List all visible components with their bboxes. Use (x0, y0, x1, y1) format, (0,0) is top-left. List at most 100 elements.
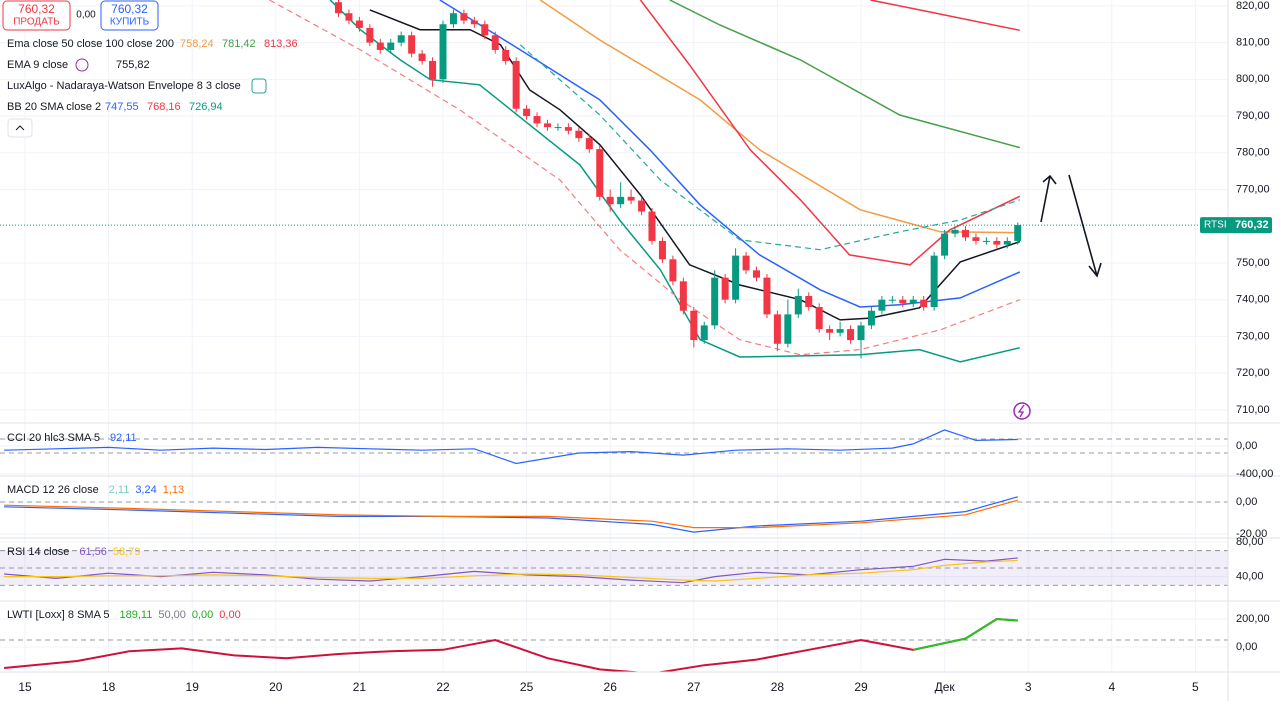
candle-body (993, 240, 1001, 245)
legend-value: 813,36 (264, 38, 298, 50)
line-segment-above (996, 618, 1018, 622)
labels: 15 18 19 20 21 22 25 26 27 28 29 Дек 3 4 5 820,00 810,00… (7, 0, 1273, 694)
candle-body (606, 196, 614, 205)
pane-legend-value: 2,11 (109, 484, 130, 496)
y-tick-label: 40,00 (1236, 571, 1264, 583)
candle-body (575, 130, 583, 139)
candle-body (554, 127, 562, 129)
y-tick-label: 730,00 (1236, 330, 1270, 342)
pane-title: RSI 14 close (7, 546, 69, 558)
x-tick-label: 19 (186, 680, 200, 694)
line-series (4, 559, 1018, 582)
candle-body (878, 299, 886, 311)
candle-body (679, 281, 687, 311)
x-tick-label: 26 (604, 680, 618, 694)
candle-body (366, 27, 374, 43)
x-tick-label: 21 (353, 680, 367, 694)
line-series (870, 0, 1020, 32)
candle-body (617, 196, 625, 205)
candle-body (460, 13, 468, 21)
y-tick-label: -20,00 (1236, 528, 1267, 540)
y-tick-label: 740,00 (1236, 294, 1270, 306)
sell-price: 760,32 (18, 2, 55, 16)
candle-body (930, 255, 938, 308)
legend-value: 758,24 (180, 38, 214, 50)
y-tick-label: 810,00 (1236, 37, 1270, 49)
pane-legend-value: 3,24 (135, 484, 156, 496)
y-tick-label: 780,00 (1236, 147, 1270, 159)
candle-body (805, 296, 813, 308)
candle-body (721, 277, 729, 300)
candle-body (847, 329, 855, 341)
pane-title: LWTI [Loxx] 8 SMA 5 (7, 609, 110, 621)
candle-body (1003, 240, 1011, 245)
sell-label: ПРОДАТЬ (13, 17, 60, 28)
pane-legend-value: 189,11 (120, 609, 153, 621)
line-series (369, 9, 1021, 321)
candle-body (376, 42, 384, 50)
candle-body (627, 196, 635, 201)
candle-body (544, 123, 551, 128)
candle-body (596, 149, 604, 197)
line-series (439, 0, 1021, 308)
x-tick-label: 20 (269, 680, 283, 694)
candle-body (962, 229, 969, 238)
x-tick-label: 4 (1108, 680, 1115, 694)
x-tick-label: 15 (18, 680, 32, 694)
candle-body (815, 307, 823, 330)
y-tick-label: 0,00 (1236, 496, 1257, 508)
line-series (4, 499, 1018, 529)
y-tick-label: 750,00 (1236, 257, 1270, 269)
pane-legend-value: 50,00 (158, 609, 186, 621)
candle-body (857, 325, 865, 341)
legend-value: 726,94 (189, 101, 223, 113)
legend-value: 755,82 (116, 59, 150, 71)
candle-body (753, 270, 760, 278)
legend-title: BB 20 SMA close 2 (7, 101, 101, 113)
grid (0, 0, 1228, 672)
y-tick-label: -400,00 (1236, 468, 1273, 480)
candle-body (397, 35, 405, 43)
candle-body (523, 108, 531, 117)
y-tick-label: 200,00 (1236, 613, 1270, 625)
candle-body (449, 13, 457, 25)
legend-title: LuxAlgo - Nadaraya-Watson Envelope 8 3 c… (7, 80, 241, 92)
legend-title: Ema close 50 close 100 close 200 (7, 38, 174, 50)
y-tick-label: 80,00 (1236, 536, 1264, 548)
candle-body (345, 13, 353, 21)
x-tick-label: Дек (935, 680, 956, 694)
legend-icon (251, 78, 267, 94)
x-tick-label: 5 (1192, 680, 1199, 694)
y-tick-label: 770,00 (1236, 183, 1270, 195)
x-tick-label: 3 (1025, 680, 1032, 694)
x-tick-label: 27 (687, 680, 701, 694)
y-tick-label: 720,00 (1236, 367, 1270, 379)
line-series (4, 429, 1018, 465)
pane-legend-value: 0,00 (219, 609, 240, 621)
candle-body (429, 60, 437, 80)
legend-title: EMA 9 close (7, 59, 68, 71)
sell-button[interactable]: 760,32 ПРОДАТЬ (2, 0, 71, 31)
annotations (1040, 174, 1102, 278)
candle-body (700, 325, 708, 341)
x-tick-label: 18 (102, 680, 116, 694)
alert-icon[interactable] (1013, 402, 1031, 420)
candle-body (355, 20, 363, 28)
buy-price: 760,32 (111, 2, 148, 16)
line-series (4, 557, 1018, 584)
candle-body (909, 299, 917, 304)
legend-value: 747,55 (105, 101, 139, 113)
y-tick-label: 800,00 (1236, 73, 1270, 85)
candle-body (470, 20, 478, 25)
collapse-button[interactable] (7, 118, 33, 138)
candle-body (335, 2, 342, 14)
y-tick-label: 710,00 (1236, 404, 1270, 416)
x-tick-label: 29 (854, 680, 868, 694)
y-tick-label: 0,00 (1236, 641, 1257, 653)
indicator-panes (0, 429, 1228, 672)
legend-icon (75, 58, 89, 72)
buy-button[interactable]: 760,32 КУПИТЬ (100, 0, 159, 31)
candle-body (920, 299, 928, 308)
pane-legend-value: 92,11 (110, 432, 137, 444)
